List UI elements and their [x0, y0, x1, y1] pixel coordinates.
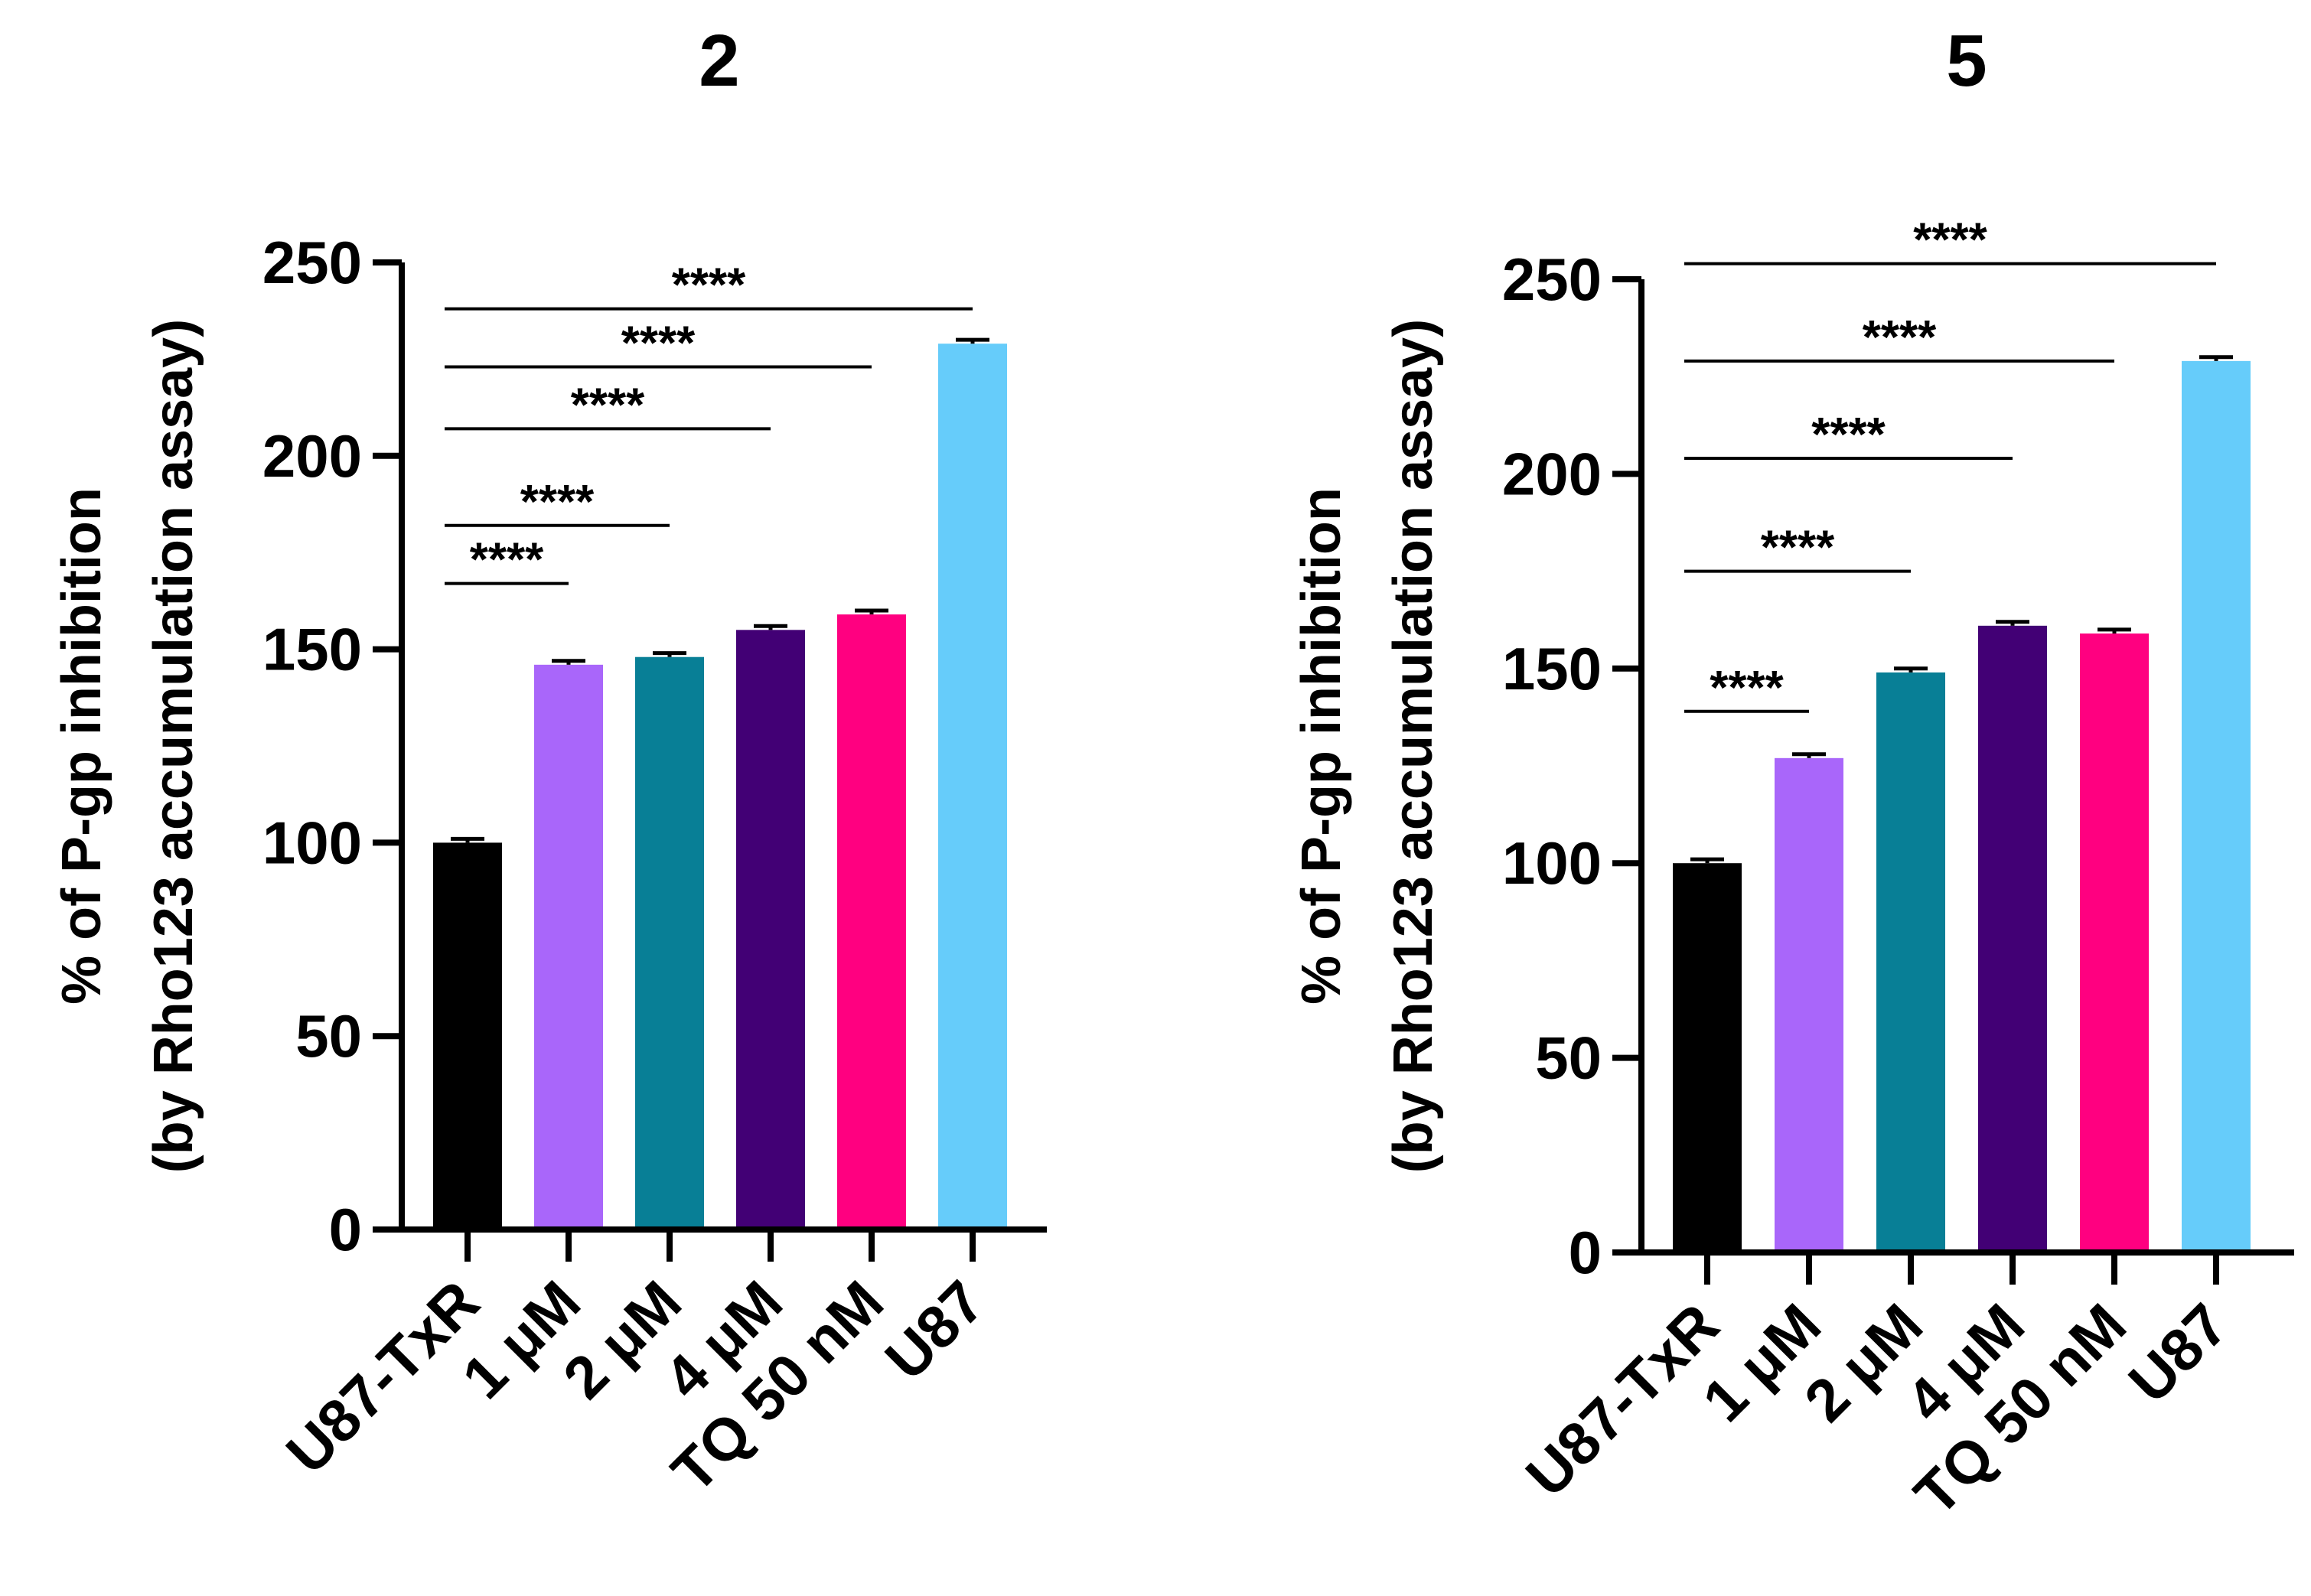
significance-label-5: ****	[1913, 214, 1987, 267]
y-tick-label: 200	[262, 422, 362, 490]
chart-title: 5	[1946, 20, 1987, 102]
significance-label-5: ****	[672, 259, 746, 312]
x-tick-label: 1 μM	[449, 1268, 593, 1412]
x-tick-label: 2 μM	[550, 1268, 694, 1412]
chart-title: 2	[699, 20, 739, 102]
y-axis-label-line-2: (by Rho123 accumulation assay)	[143, 319, 204, 1173]
y-axis-label-line-1: % of P-gp inhibition	[1291, 487, 1352, 1005]
y-tick-label: 150	[1502, 635, 1602, 702]
chart-2: 5 % of P-gp inhibition (by Rho123 accumula…	[1291, 20, 2294, 1528]
x-tick-label: U87-TxR	[273, 1268, 492, 1487]
bar-4	[1978, 625, 2047, 1252]
y-tick-label: 250	[262, 229, 362, 296]
y-axis-label-line-1: % of P-gp inhibition	[51, 487, 112, 1005]
x-tick-label: U87	[2116, 1291, 2241, 1415]
y-tick-label: 0	[329, 1196, 362, 1263]
bar-1	[1673, 863, 1742, 1252]
bar-5	[837, 614, 906, 1230]
y-tick-label: 100	[1502, 829, 1602, 897]
y-tick-label: 250	[1502, 246, 1602, 313]
bar-3	[635, 656, 704, 1230]
x-tick-label: U87	[872, 1268, 997, 1392]
bar-2	[534, 664, 603, 1230]
significance-label-2: ****	[520, 476, 595, 529]
x-tick-label: U87-TxR	[1513, 1291, 1732, 1510]
y-tick-label: 100	[262, 809, 362, 876]
y-tick-label: 50	[1535, 1024, 1602, 1092]
y-tick-label: 0	[1569, 1219, 1602, 1286]
y-tick-label: 150	[262, 616, 362, 683]
bar-2	[1775, 757, 1843, 1252]
bar-6	[2182, 360, 2251, 1252]
significance-label-4: ****	[621, 318, 696, 370]
chart-1: 2 % of P-gp inhibition (by Rho123 accumula…	[51, 20, 1047, 1505]
x-tick-label: 1 μM	[1690, 1291, 1833, 1435]
bar-3	[1876, 672, 1945, 1252]
y-tick-label: 200	[1502, 440, 1602, 507]
bar-4	[736, 630, 805, 1230]
significance-label-1: ****	[470, 534, 544, 587]
bar-6	[938, 344, 1007, 1230]
significance-label-4: ****	[1863, 311, 1937, 364]
y-axis-label-line-2: (by Rho123 accumulation assay)	[1383, 319, 1444, 1173]
significance-label-1: ****	[1710, 662, 1784, 715]
significance-label-3: ****	[1811, 409, 1886, 461]
x-tick-label: 2 μM	[1791, 1291, 1935, 1435]
significance-label-2: ****	[1761, 522, 1835, 575]
bar-1	[433, 842, 502, 1230]
y-tick-label: 50	[295, 1002, 362, 1070]
bar-5	[2080, 634, 2149, 1252]
significance-label-3: ****	[571, 379, 645, 432]
